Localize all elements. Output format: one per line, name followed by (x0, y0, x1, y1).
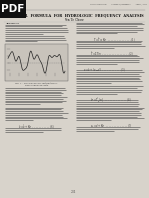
Bar (5, 44, 68, 81)
Text: A GENERAL  FORMULA  FOR  HYDROLOGIC  FREQUENCY  ANALYSIS: A GENERAL FORMULA FOR HYDROLOGIC FREQUEN… (4, 13, 144, 17)
Text: Geophysical Union          Volume 32, Number 2          April 1, 1951: Geophysical Union Volume 32, Number 2 Ap… (90, 4, 147, 6)
Text: $T = \bar{T} \pm K\sigma$  . . . . . . . . . . . . . . . (1): $T = \bar{T} \pm K\sigma$ . . . . . . . … (93, 37, 136, 44)
Text: PDF: PDF (1, 4, 25, 14)
Text: $\bar{x}^2 = \bar{T}_{\sigma}(a_i)$  . . . . . . . . . . . . . . (4): $\bar{x}^2 = \bar{T}_{\sigma}(a_i)$ . . … (90, 96, 132, 104)
Text: $\bar{T} = \Sigma T/n$  . . . . . . . . . . . . . . . . . (2): $\bar{T} = \Sigma T/n$ . . . . . . . . .… (90, 51, 134, 58)
Text: $x_T = \bar{x} + K\sigma$  . . . . . . . . . . . . . . (5): $x_T = \bar{x} + K\sigma$ . . . . . . . … (90, 123, 132, 130)
Text: ABSTRACT: ABSTRACT (5, 23, 19, 24)
Text: Fig. 1. - Flood-frequency distribution of: Fig. 1. - Flood-frequency distribution o… (15, 83, 58, 84)
Text: some hydrologic data.: some hydrologic data. (25, 85, 48, 86)
Text: $x = \bar{x} + (x-\bar{x})$  . . . . . . . . . . . . (3): $x = \bar{x} + (x-\bar{x})$ . . . . . . … (83, 66, 126, 74)
Text: $\bar{x} = \bar{\bar{x}} + K\sigma$  . . . . . . . . . . . (6): $\bar{x} = \bar{\bar{x}} + K\sigma$ . . … (18, 124, 54, 131)
Text: 231: 231 (71, 190, 77, 194)
Bar (0, 0, 26, 18)
Text: Ven Te Chow: Ven Te Chow (64, 18, 84, 22)
